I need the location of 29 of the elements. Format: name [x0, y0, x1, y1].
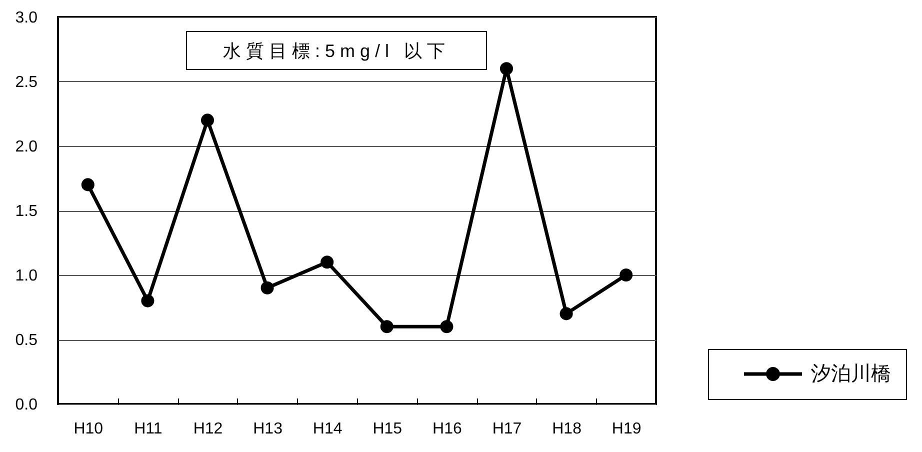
y-tick-label: 2.5 — [15, 74, 38, 91]
point — [141, 294, 154, 308]
point — [200, 114, 214, 127]
point — [81, 178, 94, 192]
point — [560, 307, 573, 320]
x-tick-label: H15 — [372, 420, 402, 438]
x-tick-label: H19 — [612, 420, 642, 438]
y-tick-label: 3.0 — [15, 10, 38, 26]
point — [260, 281, 274, 294]
y-tick-label: 0.5 — [15, 332, 38, 349]
y-tick-label: 0.0 — [15, 396, 38, 414]
y-tick-label: 1.0 — [15, 268, 38, 284]
annotation: 水質目標:5mg/l 以下 — [186, 31, 487, 70]
point — [500, 62, 514, 76]
y-tick-label: 1.5 — [15, 203, 38, 220]
x-tick-label: H11 — [134, 420, 162, 438]
point — [380, 320, 394, 334]
x-tick-label: H12 — [193, 420, 223, 438]
point — [620, 268, 633, 282]
y-tick-label: 2.0 — [15, 138, 38, 156]
x-tick-label: H16 — [432, 420, 462, 438]
x-tick-label: H14 — [312, 420, 342, 438]
legend-label: 汐泊川橋 — [811, 363, 891, 385]
point — [320, 256, 334, 269]
point — [440, 320, 454, 334]
x-tick-label: H13 — [253, 420, 283, 438]
x-tick-label: H10 — [74, 420, 104, 438]
x-tick-label: H18 — [552, 420, 582, 438]
x-tick-label: H17 — [492, 420, 522, 438]
